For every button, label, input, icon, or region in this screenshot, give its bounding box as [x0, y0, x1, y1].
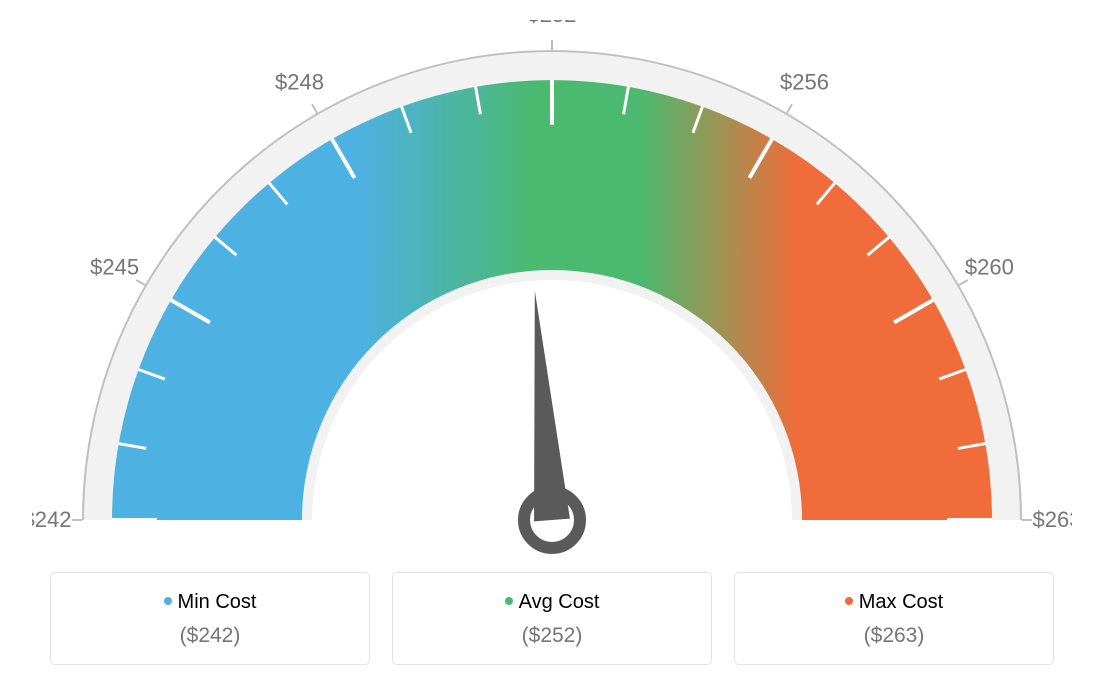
legend-title-max: Max Cost [745, 591, 1043, 614]
legend-card-min: Min Cost ($242) [50, 572, 370, 665]
svg-text:$256: $256 [780, 70, 829, 95]
legend-label-avg: Avg Cost [519, 591, 600, 613]
dot-icon [505, 597, 513, 605]
dot-icon [845, 597, 853, 605]
svg-text:$242: $242 [32, 507, 71, 532]
legend-title-min: Min Cost [61, 591, 359, 614]
legend-title-avg: Avg Cost [403, 591, 701, 614]
svg-text:$248: $248 [275, 70, 324, 95]
legend-card-max: Max Cost ($263) [734, 572, 1054, 665]
svg-text:$260: $260 [965, 255, 1014, 280]
legend-value-avg: ($252) [403, 624, 701, 648]
legend-row: Min Cost ($242) Avg Cost ($252) Max Cost… [50, 572, 1054, 665]
legend-label-max: Max Cost [859, 591, 943, 613]
legend-label-min: Min Cost [178, 591, 257, 613]
gauge-chart: $242 $245 $248 $252 $256 $260 $263 [0, 0, 1104, 560]
legend-value-max: ($263) [745, 624, 1043, 648]
legend-card-avg: Avg Cost ($252) [392, 572, 712, 665]
svg-text:$245: $245 [90, 255, 139, 280]
gauge-svg: $242 $245 $248 $252 $256 $260 $263 [32, 20, 1072, 580]
dot-icon [164, 597, 172, 605]
legend-value-min: ($242) [61, 624, 359, 648]
svg-text:$263: $263 [1033, 507, 1072, 532]
svg-text:$252: $252 [528, 20, 577, 27]
